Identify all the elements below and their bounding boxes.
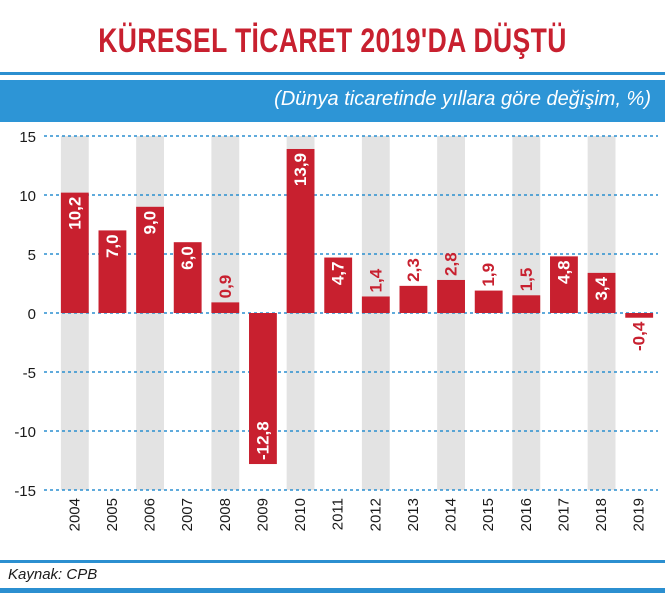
subtitle-band: (Dünya ticaretinde yıllara göre değişim,… <box>0 80 665 122</box>
bar <box>361 296 390 313</box>
data-label: 9,0 <box>141 211 160 235</box>
y-tick-label: 5 <box>28 247 36 264</box>
data-label: 10,2 <box>65 197 84 230</box>
data-label: 1,5 <box>517 268 536 292</box>
bar <box>512 295 541 313</box>
x-tick-label: 2017 <box>555 498 572 531</box>
x-tick-label: 2012 <box>367 498 384 531</box>
data-label: 6,0 <box>178 246 197 270</box>
x-tick-label: 2006 <box>142 498 159 531</box>
x-tick-label: 2009 <box>254 498 271 531</box>
bar <box>399 285 428 313</box>
bar <box>211 302 240 313</box>
x-tick-label: 2018 <box>593 498 610 531</box>
y-tick-label: -10 <box>14 424 36 441</box>
bar <box>324 257 353 313</box>
chart-subtitle: (Dünya ticaretinde yıllara göre değişim,… <box>274 88 651 110</box>
x-tick-label: 2008 <box>217 498 234 531</box>
bar <box>98 230 127 313</box>
data-label: 2,3 <box>404 258 423 282</box>
data-label: 13,9 <box>291 153 310 186</box>
bar <box>249 313 277 465</box>
bar <box>173 242 202 313</box>
data-label: -0,4 <box>630 321 649 351</box>
bar <box>550 256 578 313</box>
bar <box>60 192 89 313</box>
y-tick-label: 10 <box>19 188 36 205</box>
data-label: 3,4 <box>592 276 611 300</box>
x-tick-label: 2015 <box>480 498 497 531</box>
source-note: Kaynak: CPB <box>8 566 98 583</box>
x-tick-label: 2013 <box>405 498 422 531</box>
footer-rule <box>0 560 665 563</box>
x-tick-label: 2016 <box>518 498 535 531</box>
bar <box>136 206 164 313</box>
bar <box>587 272 616 313</box>
data-label: 1,4 <box>366 268 385 292</box>
x-tick-label: 2019 <box>631 498 648 531</box>
y-tick-label: 0 <box>28 306 36 323</box>
data-label: 2,8 <box>442 252 461 276</box>
x-tick-label: 2004 <box>66 498 83 531</box>
y-tick-label: -5 <box>23 365 36 382</box>
y-tick-label: -15 <box>14 483 36 500</box>
data-label: -12,8 <box>253 421 272 460</box>
x-tick-label: 2011 <box>330 498 347 530</box>
data-label: 4,8 <box>554 260 573 284</box>
title-rule <box>0 72 665 75</box>
data-label: 1,9 <box>479 263 498 287</box>
x-tick-label: 2010 <box>292 498 309 531</box>
bar <box>474 290 503 313</box>
data-label: 0,9 <box>216 275 235 299</box>
bar <box>437 279 465 313</box>
y-tick-label: 15 <box>19 129 36 146</box>
x-tick-label: 2007 <box>179 498 196 531</box>
bar-chart: 15 10 5 0 -5 -10 -15 10,2 2004 7,0 2005 9,0 2006 6,0 2… <box>14 129 658 531</box>
data-label: 4,7 <box>329 262 348 286</box>
x-tick-label: 2005 <box>104 498 121 531</box>
x-tick-label: 2014 <box>443 498 460 531</box>
bottom-rule <box>0 588 665 593</box>
bar <box>625 313 654 318</box>
data-label: 7,0 <box>103 234 122 258</box>
bar <box>286 148 315 313</box>
chart-title: KÜRESEL TİCARET 2019'DA DÜŞTÜ <box>98 22 567 60</box>
